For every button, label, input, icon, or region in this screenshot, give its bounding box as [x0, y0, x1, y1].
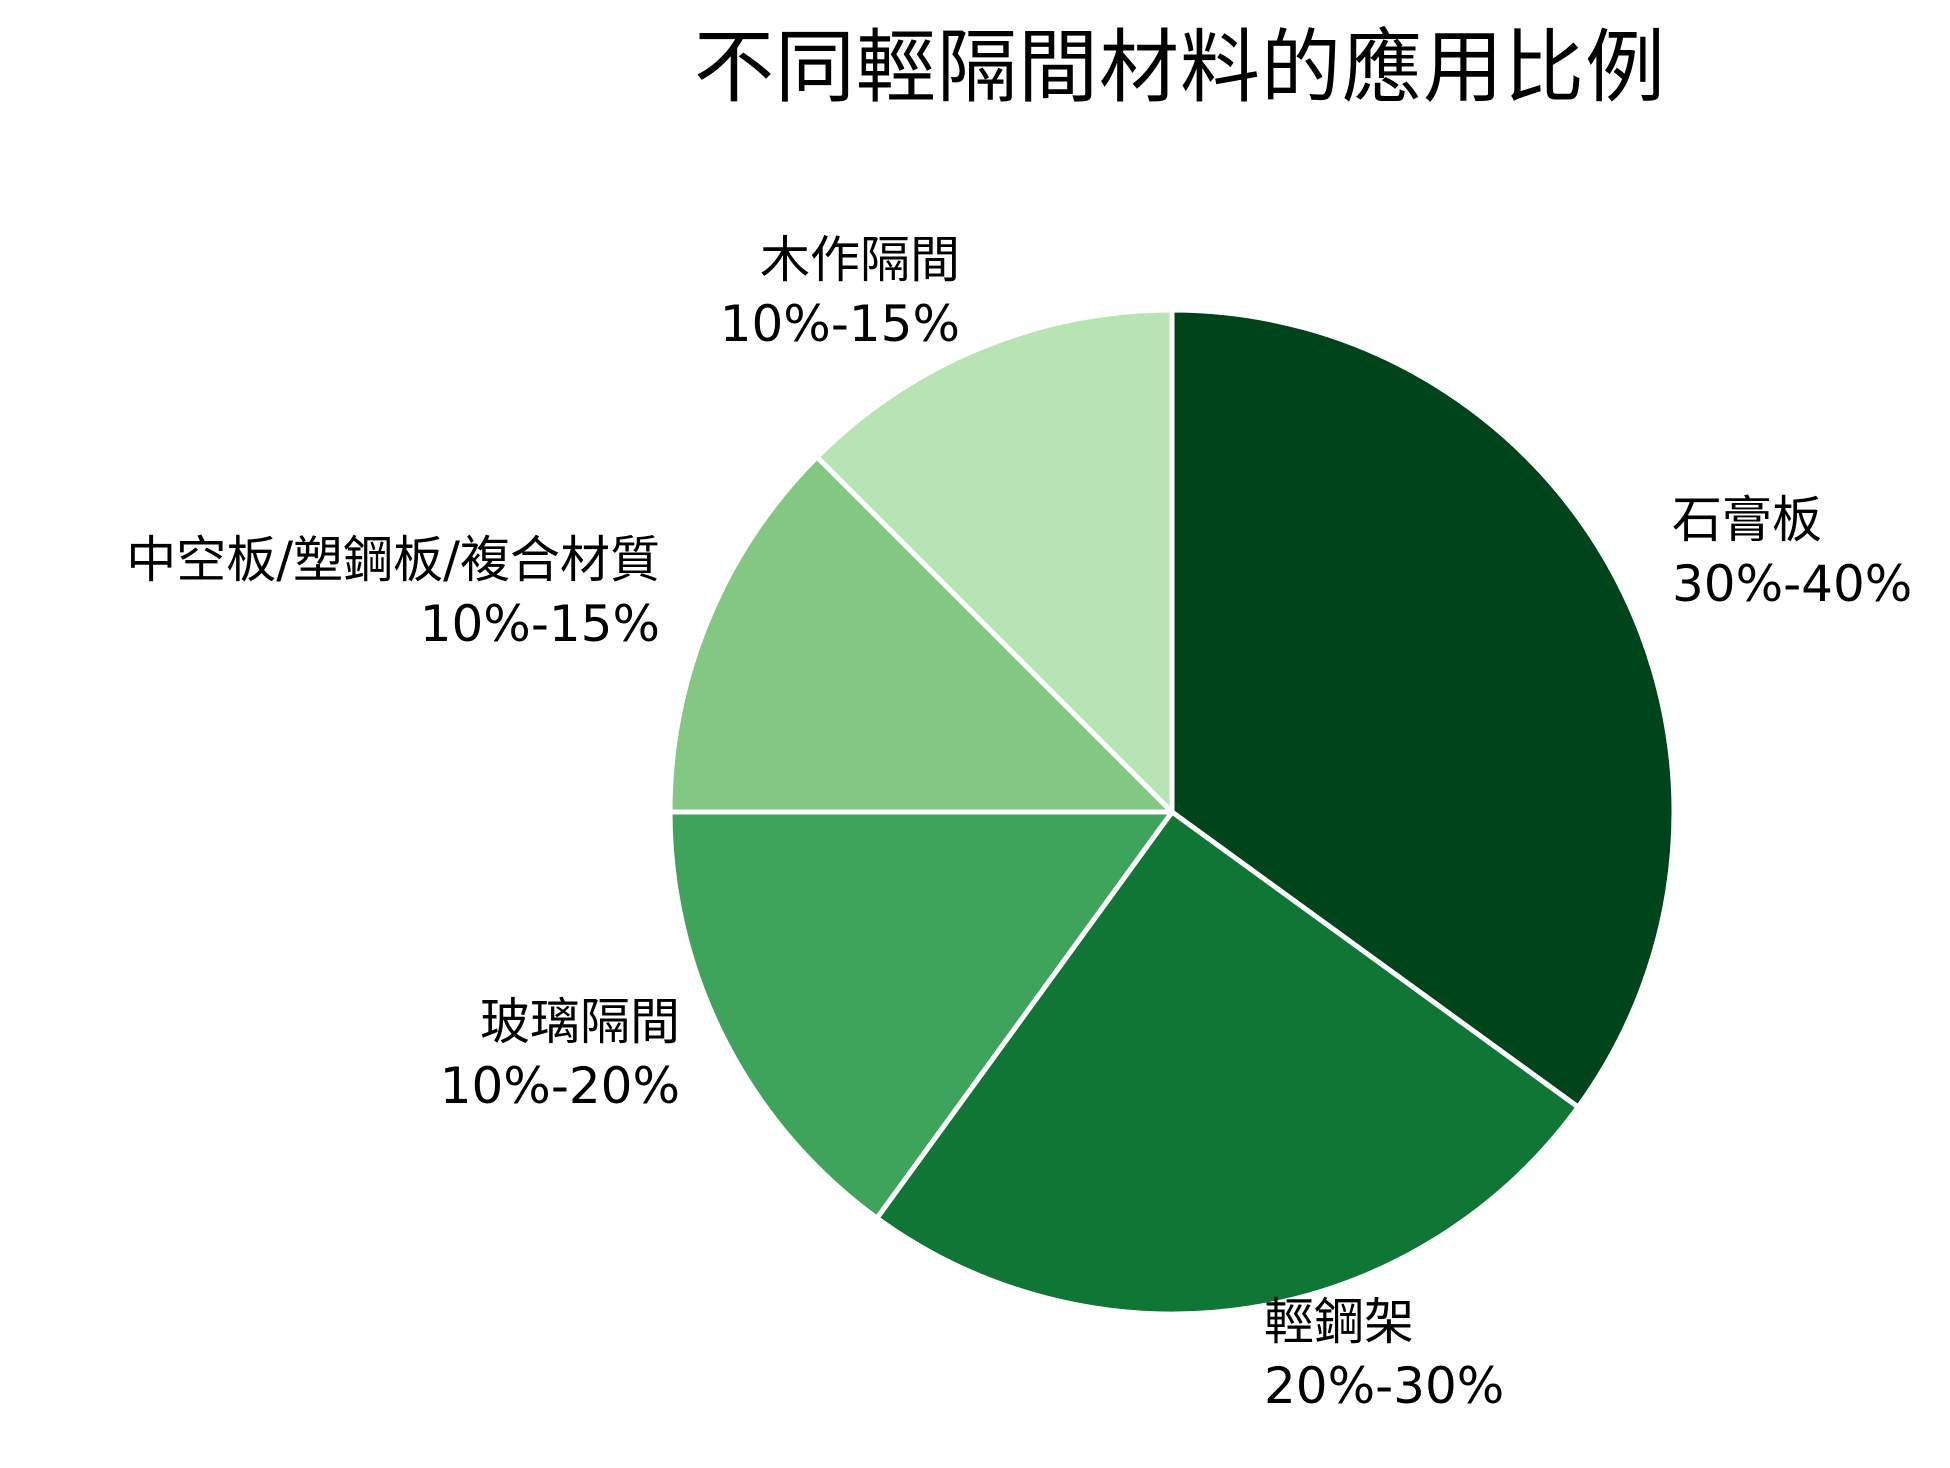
slice-label-range: 30%-40%: [1672, 555, 1913, 613]
slice-label-range: 10%-15%: [719, 295, 960, 353]
slice-label-name: 中空板/塑鋼板/複合材質: [126, 531, 660, 589]
pie-slice: [667, 454, 1175, 815]
slice-label-name: 石膏板: [1672, 491, 1822, 549]
slice-label-wood: 木作隔間 10%-15%: [720, 228, 960, 356]
slice-label-glass: 玻璃隔間 10%-20%: [440, 990, 680, 1118]
chart-title: 不同輕隔間材料的應用比例: [694, 21, 1666, 114]
pie-slice: [874, 809, 1581, 1317]
slice-label-gypsum: 石膏板 30%-40%: [1672, 488, 1912, 616]
slice-label-range: 20%-30%: [1264, 1357, 1505, 1415]
slice-label-hollow-board: 中空板/塑鋼板/複合材質 10%-15%: [126, 528, 660, 656]
pie-slice: [1169, 307, 1677, 1110]
slice-label-light-steel: 輕鋼架 20%-30%: [1264, 1290, 1504, 1418]
pie-slice: [814, 307, 1175, 815]
slice-label-name: 木作隔間: [760, 231, 960, 289]
slice-label-name: 輕鋼架: [1264, 1293, 1414, 1351]
pie-slice: [667, 809, 1175, 1221]
slice-label-name: 玻璃隔間: [480, 993, 680, 1051]
slice-label-range: 10%-20%: [439, 1057, 680, 1115]
slice-label-range: 10%-15%: [419, 595, 660, 653]
